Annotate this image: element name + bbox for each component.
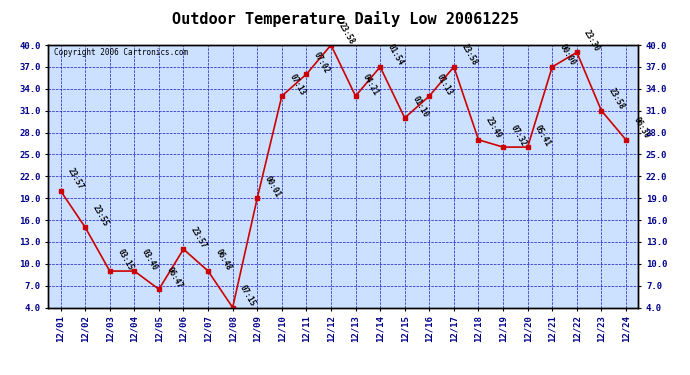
Text: 01:13: 01:13: [435, 72, 454, 97]
Text: 07:02: 07:02: [312, 50, 331, 75]
Text: 06:47: 06:47: [164, 266, 184, 290]
Text: 00:01: 00:01: [263, 174, 282, 199]
Text: 23:30: 23:30: [582, 28, 602, 53]
Text: 07:32: 07:32: [509, 123, 528, 148]
Text: 06:30: 06:30: [631, 116, 651, 140]
Text: 00:00: 00:00: [558, 43, 577, 68]
Text: Copyright 2006 Cartronics.com: Copyright 2006 Cartronics.com: [55, 48, 188, 57]
Text: 07:15: 07:15: [238, 284, 257, 308]
Text: 03:40: 03:40: [140, 247, 159, 272]
Text: 05:41: 05:41: [533, 123, 553, 148]
Text: 04:21: 04:21: [361, 72, 380, 97]
Text: 03:15: 03:15: [115, 247, 135, 272]
Text: 23:55: 23:55: [90, 203, 110, 228]
Text: 23:58: 23:58: [337, 21, 356, 46]
Text: 23:49: 23:49: [484, 116, 504, 140]
Text: 07:13: 07:13: [287, 72, 307, 97]
Text: 23:58: 23:58: [460, 43, 479, 68]
Text: 06:48: 06:48: [214, 247, 233, 272]
Text: 23:57: 23:57: [189, 225, 208, 250]
Text: Outdoor Temperature Daily Low 20061225: Outdoor Temperature Daily Low 20061225: [172, 11, 518, 27]
Text: 01:10: 01:10: [411, 94, 430, 118]
Text: 01:54: 01:54: [386, 43, 405, 68]
Text: 23:58: 23:58: [607, 87, 627, 111]
Text: 23:57: 23:57: [66, 167, 86, 192]
